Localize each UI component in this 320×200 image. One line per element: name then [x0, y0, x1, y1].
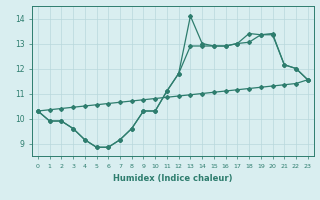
X-axis label: Humidex (Indice chaleur): Humidex (Indice chaleur) [113, 174, 233, 183]
